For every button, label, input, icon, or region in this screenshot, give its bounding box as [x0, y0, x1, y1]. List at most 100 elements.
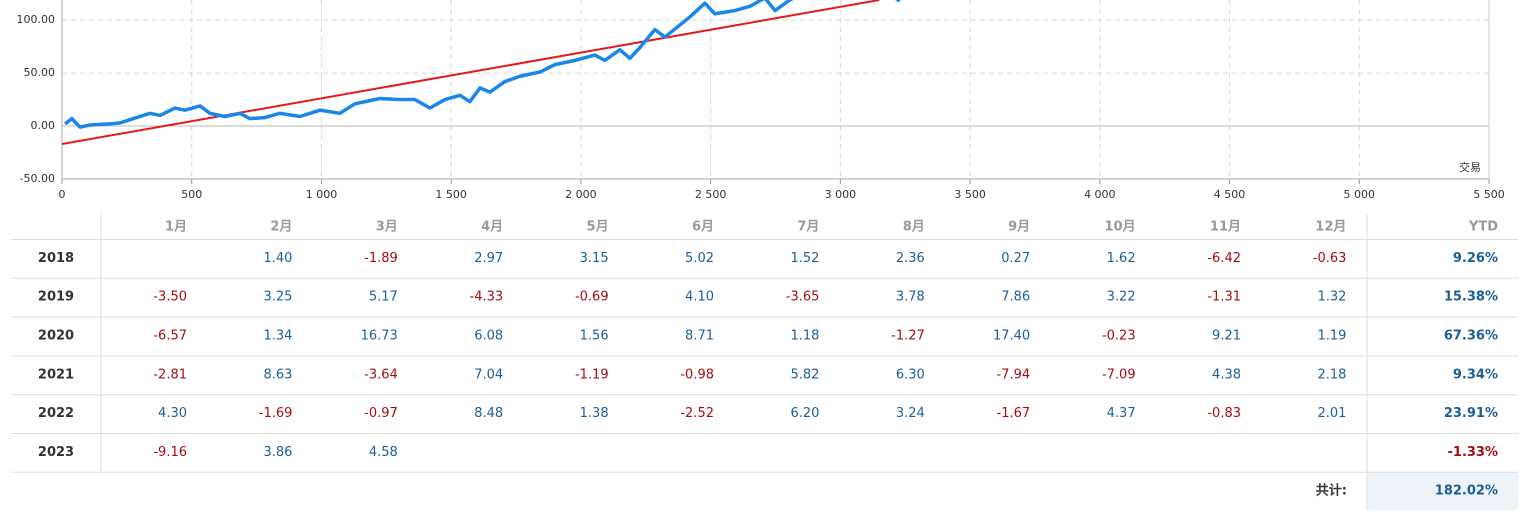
month-cell: -6.57 — [153, 329, 187, 344]
month-cell: -3.50 — [153, 290, 187, 305]
chart: 0 500 1 000 1 500 2 000 2 500 3 000 3 500 4 000 4… — [17, 0, 1505, 201]
month-cell: 1.18 — [790, 329, 819, 344]
x-tick-label: 3 000 — [825, 188, 857, 201]
series-line — [64, 0, 901, 129]
x-tick-label: 1 500 — [435, 188, 467, 201]
month-cell: 6.20 — [790, 406, 819, 421]
month-cell: -0.69 — [575, 290, 609, 305]
month-cell: 3.15 — [580, 251, 609, 266]
month-cell: 4.30 — [158, 406, 187, 421]
month-cell: 3.25 — [263, 290, 292, 305]
year-cell: 2018 — [38, 251, 74, 266]
x-tick-label: 4 500 — [1214, 188, 1246, 201]
ytd-cell: 9.26% — [1453, 251, 1498, 266]
header-cell: 5月 — [587, 220, 609, 235]
month-cell: 2.97 — [474, 251, 503, 266]
ytd-cell: 67.36% — [1444, 329, 1498, 344]
month-cell: 8.63 — [263, 367, 292, 382]
month-cell: -1.67 — [997, 406, 1031, 421]
month-cell: 7.86 — [1001, 290, 1030, 305]
month-cell: 2.01 — [1317, 406, 1346, 421]
year-cell: 2022 — [38, 406, 74, 421]
total-cell-bg — [1367, 472, 1518, 510]
month-cell: -7.94 — [997, 367, 1031, 382]
month-cell: 3.86 — [263, 445, 292, 460]
month-cell: 1.40 — [263, 251, 292, 266]
x-tick-label: 2 000 — [565, 188, 597, 201]
month-cell: 5.02 — [685, 251, 714, 266]
x-tick-label: 3 500 — [954, 188, 986, 201]
month-cell: 6.30 — [896, 367, 925, 382]
header-cell: YTD — [1468, 220, 1498, 235]
year-cell: 2020 — [38, 329, 74, 344]
header-cell: 8月 — [903, 220, 925, 235]
month-cell: 9.21 — [1212, 329, 1241, 344]
month-cell: 3.78 — [896, 290, 925, 305]
total-label: 共计: — [1316, 482, 1347, 498]
header-cell: 6月 — [692, 220, 714, 235]
x-tick-label: 500 — [181, 188, 202, 201]
header-cell: 9月 — [1008, 220, 1030, 235]
month-cell: 4.37 — [1107, 406, 1136, 421]
month-cell: 1.34 — [263, 329, 292, 344]
x-tick-label: 5 000 — [1344, 188, 1376, 201]
x-axis-label: 交易 — [1459, 160, 1481, 174]
month-cell: 5.82 — [790, 367, 819, 382]
header-cell: 4月 — [481, 220, 503, 235]
header-cell: 12月 — [1315, 220, 1346, 235]
month-cell: -6.42 — [1207, 251, 1241, 266]
month-cell: -7.09 — [1102, 367, 1136, 382]
month-cell: 4.38 — [1212, 367, 1241, 382]
year-cell: 2021 — [38, 367, 74, 382]
table: 1月 2月 3月 4月 5月 6月 7月 8月 9月 10月 11月 12月 YTD 2018 1.40 -1… — [11, 213, 1518, 510]
header-cell: 1月 — [165, 220, 187, 235]
series-line — [62, 0, 880, 146]
month-cell: -0.23 — [1102, 329, 1136, 344]
ytd-cell: -1.33% — [1448, 445, 1499, 460]
month-cell: -0.63 — [1313, 251, 1347, 266]
month-cell: 2.36 — [896, 251, 925, 266]
month-cell: 1.56 — [580, 329, 609, 344]
month-cell: 5.17 — [369, 290, 398, 305]
header-cell: 7月 — [797, 220, 819, 235]
y-tick-label: 100.00 — [17, 13, 56, 26]
month-cell: -0.83 — [1207, 406, 1241, 421]
month-cell: 4.10 — [685, 290, 714, 305]
month-cell: -1.31 — [1207, 290, 1241, 305]
ytd-cell: 23.91% — [1444, 406, 1498, 421]
month-cell: -2.81 — [153, 367, 187, 382]
month-cell: -3.64 — [364, 367, 398, 382]
month-cell: 8.48 — [474, 406, 503, 421]
month-cell: 1.62 — [1107, 251, 1136, 266]
lines — [62, 0, 901, 146]
x-tick-label: 2 500 — [695, 188, 727, 201]
month-cell: -4.33 — [470, 290, 504, 305]
month-cell: 1.32 — [1317, 290, 1346, 305]
month-cell: -1.69 — [259, 406, 293, 421]
ytd-cell: 9.34% — [1453, 367, 1498, 382]
month-cell: 1.52 — [790, 251, 819, 266]
month-cell: 6.08 — [474, 329, 503, 344]
month-cell: 7.04 — [474, 367, 503, 382]
month-cell: -9.16 — [153, 445, 187, 460]
month-cell: 3.24 — [896, 406, 925, 421]
total-value: 182.02% — [1435, 483, 1498, 498]
month-cell: -2.52 — [680, 406, 714, 421]
month-cell: 3.22 — [1107, 290, 1136, 305]
month-cell: 8.71 — [685, 329, 714, 344]
y-tick-label: 50.00 — [24, 66, 56, 79]
year-cell: 2019 — [38, 290, 74, 305]
x-tick-label: 4 000 — [1084, 188, 1116, 201]
month-cell: 4.58 — [369, 445, 398, 460]
month-cell: 2.18 — [1317, 367, 1346, 382]
y-tick-label: -50.00 — [20, 172, 55, 185]
month-cell: 1.38 — [580, 406, 609, 421]
header-cell: 11月 — [1210, 220, 1241, 235]
header-cell: 10月 — [1105, 220, 1136, 235]
month-cell: 0.27 — [1001, 251, 1030, 266]
header-cell: 2月 — [270, 220, 292, 235]
x-tick-label: 0 — [59, 188, 66, 201]
month-cell: 16.73 — [361, 329, 398, 344]
